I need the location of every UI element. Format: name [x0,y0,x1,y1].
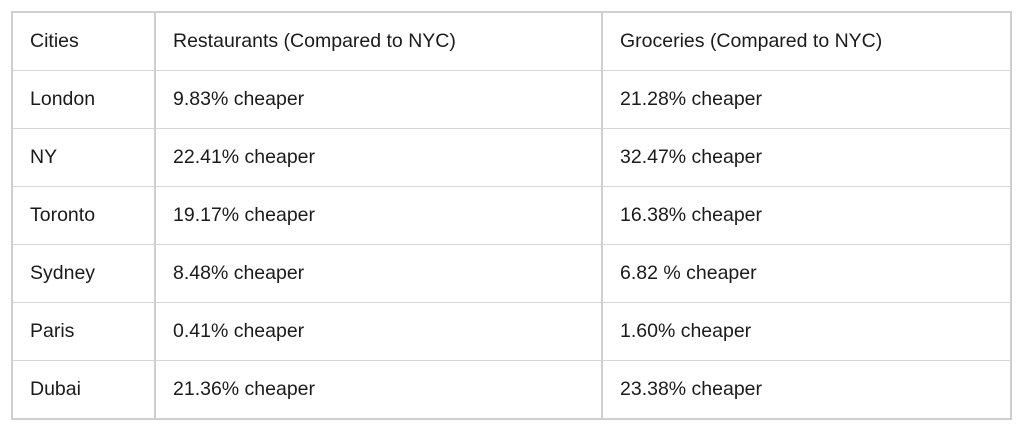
restaurants-cell: 21.36% cheaper [154,360,602,420]
city-cell: Toronto [12,186,155,245]
restaurants-cell: 22.41% cheaper [154,128,602,187]
table-row: NY 22.41% cheaper 32.47% cheaper [12,128,1011,187]
header-groceries: Groceries (Compared to NYC) [601,11,1011,71]
city-cell: Sydney [12,244,155,303]
groceries-cell: 16.38% cheaper [601,186,1011,245]
groceries-cell: 21.28% cheaper [601,70,1011,129]
table-row: Sydney 8.48% cheaper 6.82 % cheaper [12,244,1011,303]
table-header-row: Cities Restaurants (Compared to NYC) Gro… [12,11,1011,71]
city-cell: Paris [12,302,155,361]
cost-comparison-table: Cities Restaurants (Compared to NYC) Gro… [11,11,1012,420]
groceries-cell: 6.82 % cheaper [601,244,1011,303]
restaurants-cell: 8.48% cheaper [154,244,602,303]
groceries-cell: 32.47% cheaper [601,128,1011,187]
restaurants-cell: 9.83% cheaper [154,70,602,129]
table-row: Toronto 19.17% cheaper 16.38% cheaper [12,186,1011,245]
city-cell: NY [12,128,155,187]
header-restaurants: Restaurants (Compared to NYC) [154,11,602,71]
groceries-cell: 1.60% cheaper [601,302,1011,361]
city-cell: Dubai [12,360,155,420]
table-row: Paris 0.41% cheaper 1.60% cheaper [12,302,1011,361]
table-row: Dubai 21.36% cheaper 23.38% cheaper [12,360,1011,420]
city-cell: London [12,70,155,129]
header-cities: Cities [12,11,155,71]
groceries-cell: 23.38% cheaper [601,360,1011,420]
restaurants-cell: 19.17% cheaper [154,186,602,245]
cost-comparison-table-container: Cities Restaurants (Compared to NYC) Gro… [11,11,1012,420]
restaurants-cell: 0.41% cheaper [154,302,602,361]
table-row: London 9.83% cheaper 21.28% cheaper [12,70,1011,129]
